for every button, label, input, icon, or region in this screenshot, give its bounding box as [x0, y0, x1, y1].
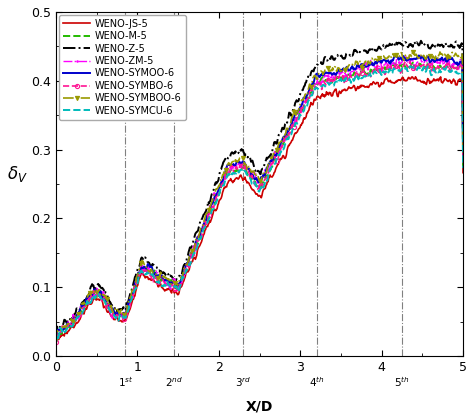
Line: WENO-SYMBOO-6: WENO-SYMBOO-6 [54, 50, 465, 341]
WENO-SYMBO-6 [158, 275, 164, 280]
WENO-Z-5 [360, 48, 365, 53]
WENO-M-5 [125, 301, 131, 306]
WENO-SYMBO-6 [237, 163, 243, 168]
WENO-ZM-5 [360, 68, 365, 73]
WENO-JS-5 [460, 170, 466, 175]
Legend: WENO-JS-5, WENO-M-5, WENO-Z-5, WENO-ZM-5, WENO-SYMOO-6, WENO-SYMBO-6, WENO-SYMBO: WENO-JS-5, WENO-M-5, WENO-Z-5, WENO-ZM-5… [59, 15, 186, 120]
WENO-SYMOO-6 [460, 156, 466, 161]
WENO-Z-5 [237, 148, 243, 153]
WENO-SYMBO-6 [407, 59, 413, 64]
WENO-SYMCU-6 [325, 81, 331, 86]
Line: WENO-SYMBO-6: WENO-SYMBO-6 [54, 60, 465, 344]
WENO-SYMOO-6 [53, 338, 59, 343]
Text: 4$^{th}$: 4$^{th}$ [309, 375, 324, 389]
WENO-ZM-5 [237, 165, 243, 170]
WENO-SYMBO-6 [53, 339, 59, 344]
Text: 1$^{st}$: 1$^{st}$ [118, 375, 133, 389]
WENO-JS-5 [293, 131, 299, 136]
WENO-JS-5 [325, 91, 331, 96]
WENO-ZM-5 [158, 273, 164, 278]
Line: WENO-Z-5: WENO-Z-5 [56, 41, 463, 336]
WENO-M-5 [460, 164, 466, 169]
WENO-M-5 [293, 115, 299, 120]
WENO-SYMBOO-6 [237, 155, 243, 160]
WENO-Z-5 [325, 58, 331, 63]
WENO-Z-5 [460, 147, 466, 152]
WENO-SYMOO-6 [293, 111, 299, 116]
WENO-M-5 [237, 168, 243, 173]
WENO-Z-5 [293, 99, 299, 104]
WENO-ZM-5 [53, 338, 59, 343]
WENO-SYMCU-6 [407, 64, 413, 69]
WENO-ZM-5 [325, 74, 331, 79]
WENO-SYMBOO-6 [125, 301, 131, 306]
WENO-ZM-5 [293, 116, 299, 121]
Text: 5$^{th}$: 5$^{th}$ [394, 375, 410, 389]
WENO-JS-5 [237, 173, 243, 178]
WENO-SYMBOO-6 [360, 62, 365, 67]
WENO-Z-5 [418, 38, 424, 43]
WENO-SYMCU-6 [53, 339, 59, 344]
WENO-M-5 [325, 76, 331, 81]
WENO-Z-5 [125, 299, 131, 304]
WENO-SYMBOO-6 [158, 270, 164, 275]
WENO-JS-5 [158, 282, 164, 287]
WENO-SYMOO-6 [158, 274, 164, 279]
Line: WENO-M-5: WENO-M-5 [56, 63, 463, 342]
WENO-JS-5 [413, 74, 419, 79]
WENO-SYMOO-6 [360, 62, 365, 67]
WENO-SYMBOO-6 [325, 66, 331, 71]
WENO-SYMBOO-6 [410, 49, 416, 54]
WENO-ZM-5 [125, 305, 131, 310]
WENO-SYMBO-6 [325, 78, 331, 83]
WENO-SYMBOO-6 [293, 113, 299, 118]
Text: 3$^{rd}$: 3$^{rd}$ [235, 375, 252, 389]
Line: WENO-SYMOO-6: WENO-SYMOO-6 [56, 55, 463, 341]
WENO-SYMCU-6 [460, 165, 466, 171]
WENO-JS-5 [360, 83, 365, 88]
Text: 2$^{nd}$: 2$^{nd}$ [165, 375, 183, 389]
Line: WENO-ZM-5: WENO-ZM-5 [55, 55, 465, 342]
WENO-SYMBO-6 [460, 160, 466, 165]
WENO-ZM-5 [460, 161, 466, 166]
WENO-M-5 [53, 340, 59, 345]
WENO-ZM-5 [418, 54, 423, 59]
WENO-SYMCU-6 [125, 308, 131, 313]
WENO-SYMBO-6 [293, 121, 299, 126]
WENO-SYMBOO-6 [460, 152, 466, 158]
WENO-M-5 [158, 279, 164, 284]
WENO-Z-5 [53, 333, 59, 339]
WENO-Z-5 [158, 268, 164, 273]
Line: WENO-JS-5: WENO-JS-5 [56, 77, 463, 344]
WENO-M-5 [410, 60, 416, 65]
WENO-SYMBO-6 [360, 69, 365, 74]
WENO-SYMBOO-6 [53, 336, 59, 341]
WENO-SYMCU-6 [293, 121, 299, 126]
WENO-JS-5 [125, 311, 131, 316]
WENO-SYMOO-6 [125, 301, 131, 306]
WENO-SYMBO-6 [125, 307, 131, 312]
WENO-SYMOO-6 [416, 53, 422, 58]
WENO-SYMOO-6 [325, 71, 331, 76]
WENO-M-5 [360, 69, 365, 74]
WENO-SYMCU-6 [158, 282, 164, 287]
WENO-SYMCU-6 [360, 76, 365, 81]
WENO-SYMOO-6 [237, 160, 243, 165]
X-axis label: X/D: X/D [246, 399, 273, 413]
Line: WENO-SYMCU-6: WENO-SYMCU-6 [56, 66, 463, 342]
WENO-JS-5 [53, 341, 59, 346]
Y-axis label: $\delta_V$: $\delta_V$ [7, 164, 28, 184]
WENO-SYMCU-6 [237, 167, 243, 172]
